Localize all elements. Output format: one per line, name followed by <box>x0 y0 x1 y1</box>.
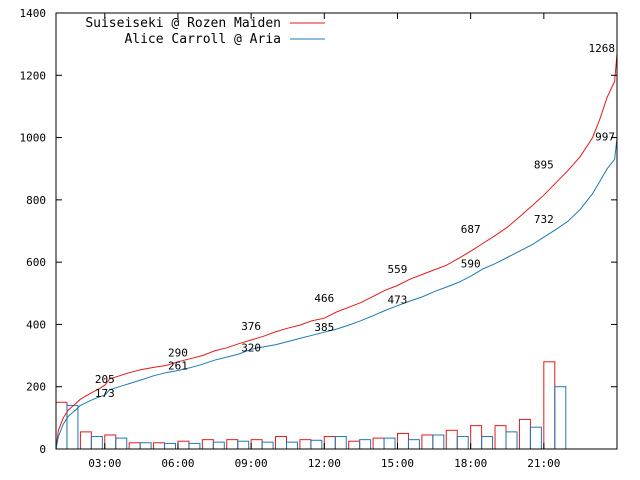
data-label: 320 <box>241 341 261 354</box>
x-axis: 03:00 06:00 09:00 12:00 15:00 18:00 21:00 <box>88 13 560 470</box>
x-tick-label: 06:00 <box>161 457 194 470</box>
lines-layer <box>55 54 618 450</box>
data-label: 732 <box>534 213 554 226</box>
data-label: 466 <box>314 292 334 305</box>
series-line-suiseiseki <box>55 54 618 450</box>
y-axis: 0 200 400 600 800 1000 1200 1400 <box>20 7 617 456</box>
y-tick-label: 200 <box>26 381 46 394</box>
data-label: 385 <box>314 321 334 334</box>
data-label: 590 <box>461 257 481 270</box>
data-label: 205 <box>95 373 115 386</box>
x-tick-label: 12:00 <box>308 457 341 470</box>
x-tick-label: 15:00 <box>381 457 414 470</box>
legend-label: Suiseiseki @ Rozen Maiden <box>85 16 281 31</box>
series-line-alice <box>55 138 618 450</box>
data-label: 376 <box>241 320 261 333</box>
legend-label: Alice Carroll @ Aria <box>124 32 281 47</box>
data-labels-layer: 205 290 376 466 559 687 895 1268 173 261 320 385 473… <box>95 42 615 400</box>
y-tick-label: 400 <box>26 318 46 331</box>
data-label: 261 <box>168 360 188 373</box>
x-tick-label: 03:00 <box>88 457 121 470</box>
data-label: 1268 <box>589 42 616 55</box>
data-label: 173 <box>95 387 115 400</box>
y-tick-label: 800 <box>26 194 46 207</box>
data-label: 473 <box>388 294 408 307</box>
plot-frame <box>55 12 618 450</box>
y-tick-label: 1200 <box>20 69 47 82</box>
data-label: 997 <box>595 131 615 144</box>
x-tick-label: 21:00 <box>527 457 560 470</box>
x-tick-label: 18:00 <box>454 457 487 470</box>
data-label: 687 <box>461 223 481 236</box>
y-tick-label: 1400 <box>20 7 47 20</box>
y-tick-label: 600 <box>26 256 46 269</box>
data-label: 895 <box>534 158 554 171</box>
y-tick-label: 0 <box>39 443 46 456</box>
data-label: 559 <box>388 263 408 276</box>
y-tick-label: 1000 <box>20 132 47 145</box>
x-tick-label: 09:00 <box>235 457 268 470</box>
data-label: 290 <box>168 347 188 360</box>
